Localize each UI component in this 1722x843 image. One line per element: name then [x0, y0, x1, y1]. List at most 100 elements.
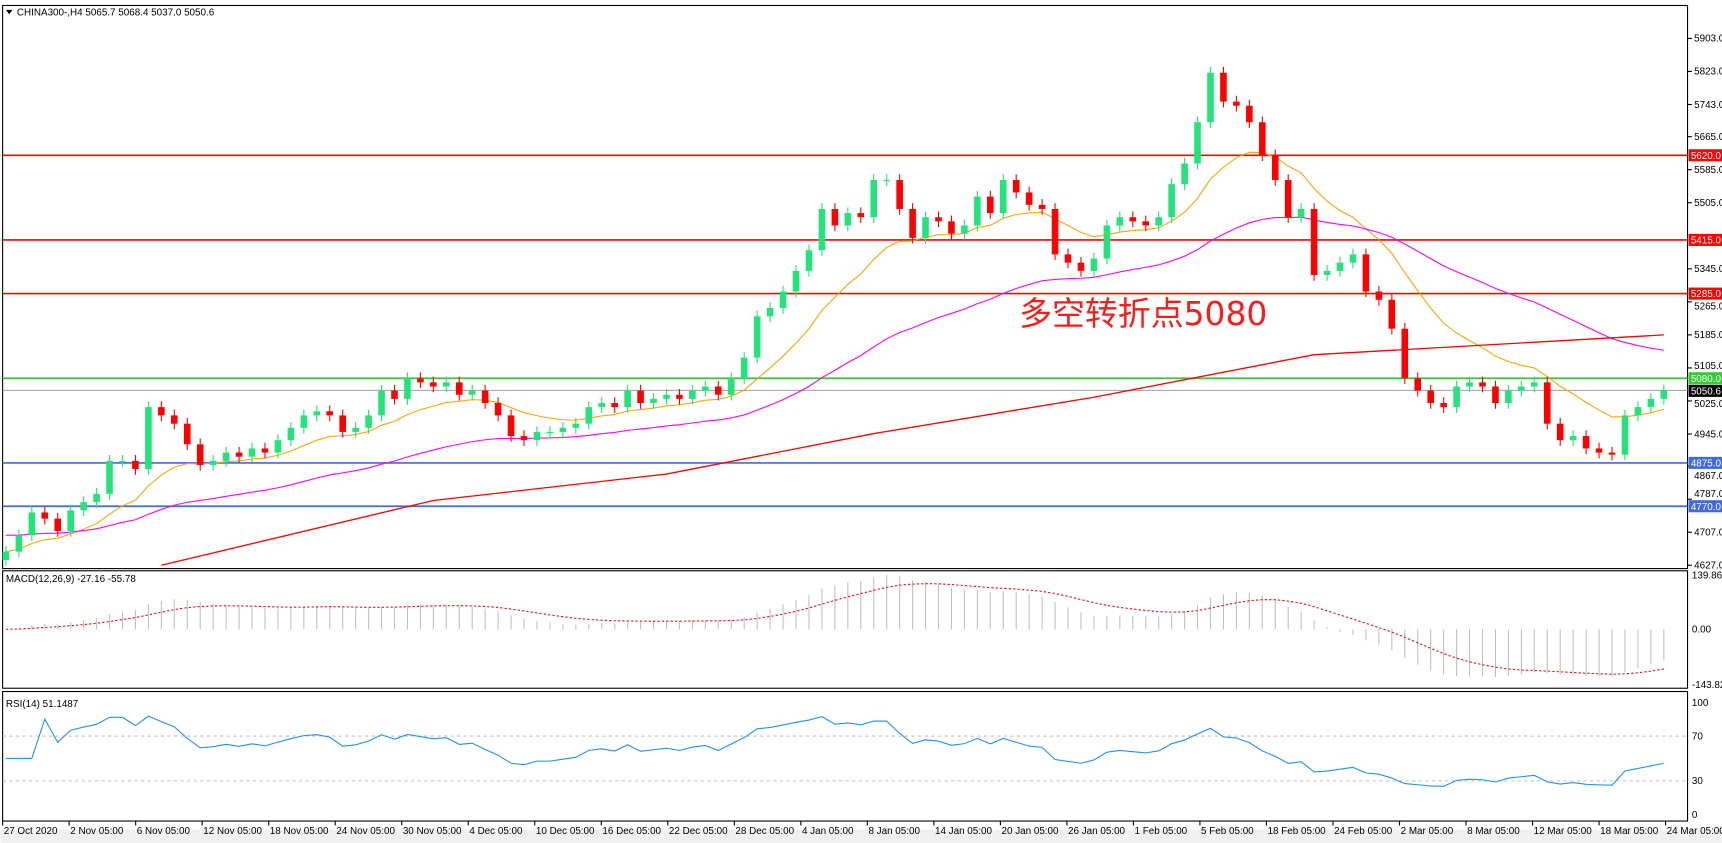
x-tick-label: 27 Oct 2020: [4, 826, 58, 837]
candle-body: [67, 510, 74, 532]
candle-body: [326, 411, 334, 416]
candle: [883, 174, 890, 186]
candle-body: [339, 415, 346, 432]
macd-panel[interactable]: 139.86 0.00 -143.82: [2, 570, 1722, 691]
candle-body: [1259, 122, 1266, 156]
candle: [1401, 322, 1409, 385]
rsi-tick-label: 100: [1692, 698, 1709, 709]
y-tick-label: 4945.0: [1694, 429, 1722, 440]
level-price-badge: [1688, 149, 1722, 162]
candle: [481, 384, 489, 409]
candle: [792, 265, 800, 298]
candle: [183, 417, 191, 451]
candle: [624, 384, 631, 413]
level-price-badge: [1688, 233, 1722, 246]
candle-body: [2, 551, 10, 560]
candle-body: [805, 250, 813, 271]
candle: [1466, 376, 1473, 393]
x-tick-label: 12 Nov 05:00: [203, 826, 262, 837]
candle-body: [520, 436, 528, 441]
candle-body: [158, 407, 165, 416]
candle-body: [753, 316, 761, 358]
rsi-line: [5, 715, 1664, 787]
candle-body: [727, 378, 735, 395]
candle-body: [80, 502, 87, 511]
candle-body: [1608, 452, 1616, 455]
candle: [974, 190, 981, 232]
candle-body: [1297, 208, 1305, 218]
candle: [1090, 252, 1098, 277]
candle-body: [1077, 262, 1085, 271]
x-tick-label: 5 Feb 05:00: [1201, 826, 1254, 837]
candle: [702, 380, 709, 397]
candle: [715, 380, 722, 401]
x-tick-label: 14 Jan 05:00: [935, 826, 993, 837]
candle: [999, 174, 1007, 219]
candle-body: [481, 390, 489, 404]
candle-body: [999, 180, 1007, 214]
candle: [468, 384, 476, 401]
candle-body: [1647, 398, 1655, 408]
level-price-label: 4770.0: [1691, 502, 1722, 513]
candle: [274, 434, 282, 459]
candle-body: [572, 423, 580, 428]
candle-body: [1479, 382, 1486, 387]
candle: [689, 384, 696, 405]
y-tick-label: 5345.0: [1694, 264, 1722, 275]
candle: [948, 215, 955, 240]
candle-body: [1531, 382, 1538, 387]
candle: [1336, 256, 1344, 277]
rsi-panel[interactable]: 100 70 30 0: [2, 690, 1709, 822]
triangle-down-icon[interactable]: [5, 9, 13, 15]
candle-body: [119, 460, 126, 462]
candle-body: [870, 180, 878, 218]
x-tick-label: 24 Mar 05:00: [1667, 826, 1722, 837]
symbol-header: CHINA300-,H4 5065.7 5068.4 5037.0 5050.6: [17, 7, 215, 18]
candle: [391, 384, 398, 405]
candle-body: [1271, 155, 1279, 181]
candle-body: [15, 535, 23, 552]
candle-body: [106, 460, 113, 494]
candle: [870, 174, 878, 223]
candle: [1556, 417, 1564, 446]
candle: [404, 372, 411, 405]
candle-body: [209, 460, 217, 465]
candle-body: [222, 452, 230, 461]
candle-body: [974, 196, 981, 226]
candle: [740, 351, 748, 385]
candle: [1116, 211, 1124, 232]
candle-body: [1181, 163, 1188, 185]
candle-body: [637, 390, 644, 404]
candle: [1595, 442, 1603, 459]
price-panel[interactable]: 5903.0 5823.0 5743.0 5665.0 5585.0 5505.0 5345…: [2, 4, 1722, 572]
candle: [15, 529, 23, 558]
x-tick-label: 24 Nov 05:00: [336, 826, 395, 837]
candle: [818, 203, 826, 257]
candle-body: [1323, 270, 1331, 276]
candle-body: [1090, 258, 1098, 271]
candle-body: [1440, 403, 1447, 408]
candle: [1038, 199, 1046, 215]
candle: [1194, 116, 1201, 170]
candle-body: [507, 415, 515, 437]
candle-body: [1362, 254, 1370, 292]
candle-body: [1207, 72, 1214, 123]
candle: [533, 426, 541, 446]
candle-body: [1310, 208, 1318, 276]
level-price-badge: [1688, 456, 1722, 469]
candle: [611, 397, 618, 413]
candle: [831, 203, 839, 232]
candle-body: [1025, 192, 1033, 205]
y-tick-label: 5185.0: [1694, 330, 1722, 341]
rsi-tick-label: 0: [1692, 810, 1698, 821]
candle-body: [1388, 299, 1396, 329]
candle: [935, 211, 942, 228]
candle: [1168, 178, 1175, 223]
candle: [1531, 376, 1538, 393]
candle: [1582, 430, 1590, 455]
x-tick-label: 16 Dec 05:00: [602, 826, 661, 837]
candle: [727, 372, 735, 401]
candle-body: [1492, 386, 1499, 404]
candle-body: [171, 415, 178, 424]
